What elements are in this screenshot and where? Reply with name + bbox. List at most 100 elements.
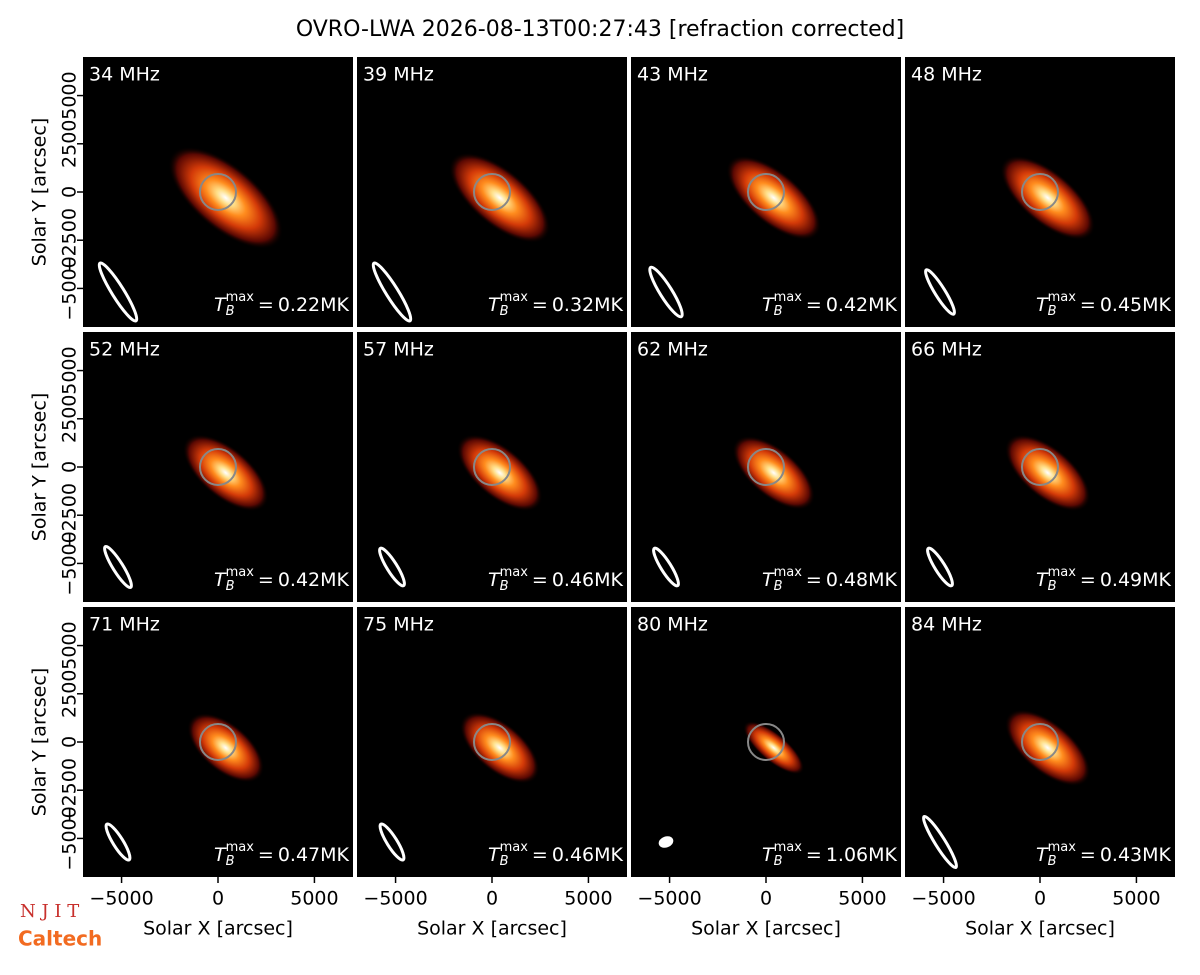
tmax-symbol: T (1036, 844, 1049, 866)
tmax-symbol: T (488, 294, 501, 316)
beam (378, 822, 406, 862)
tmax-label: TBmax = 0.49MK (1036, 565, 1171, 594)
tmax-sub: B (774, 579, 783, 594)
tmax-symbol: T (762, 844, 775, 866)
y-tick-label: 5000 (59, 621, 81, 669)
tmax-sub: B (226, 304, 235, 319)
y-tick-label: 2500 (59, 670, 81, 718)
tmax-value: 0.42MK (826, 294, 898, 316)
y-axis-label: Solar Y [arcsec] (29, 118, 51, 266)
freq-label: 71 MHz (89, 614, 160, 636)
solar-disk (473, 448, 511, 486)
solar-disk (1021, 448, 1059, 486)
tmax-sub: B (226, 579, 235, 594)
beam (371, 261, 413, 323)
freq-label: 57 MHz (363, 339, 434, 361)
solar-disk (199, 723, 237, 761)
x-tick-label: −5000 (911, 888, 975, 910)
tmax-symbol: T (488, 569, 501, 591)
tmax-eq: = (258, 569, 274, 591)
tmax-value: 0.42MK (278, 569, 350, 591)
x-tick-label: −5000 (363, 888, 427, 910)
freq-label: 75 MHz (363, 614, 434, 636)
beam (378, 546, 406, 588)
tmax-sub: B (774, 854, 783, 869)
tmax-symbol: T (762, 294, 775, 316)
y-tick-label: −2500 (59, 483, 81, 547)
tmax-value: 0.45MK (1100, 294, 1172, 316)
x-axis-label: Solar X [arcsec] (143, 918, 293, 940)
solar-disk (747, 723, 785, 761)
logo-caltech: Caltech (18, 927, 102, 951)
solar-disk (473, 723, 511, 761)
tmax-eq: = (1080, 569, 1096, 591)
tmax-label: TBmax = 0.42MK (762, 290, 897, 319)
solar-disk (199, 448, 237, 486)
x-tick-label: −5000 (637, 888, 701, 910)
beam (103, 544, 133, 590)
freq-label: 84 MHz (911, 614, 982, 636)
x-tick-label: 5000 (1112, 888, 1160, 910)
tmax-value: 0.46MK (552, 569, 624, 591)
tmax-label: TBmax = 0.46MK (488, 840, 623, 869)
tmax-sup: max (226, 565, 255, 580)
y-tick-label: 0 (59, 461, 81, 473)
tmax-label: TBmax = 0.42MK (214, 565, 349, 594)
x-axis-label: Solar X [arcsec] (417, 918, 567, 940)
x-tick-label: 0 (486, 888, 498, 910)
y-axis-label: Solar Y [arcsec] (29, 393, 51, 541)
emission (456, 434, 543, 512)
y-tick-label: −5000 (59, 256, 81, 320)
emission (448, 152, 551, 244)
tmax-symbol: T (214, 569, 227, 591)
tmax-label: TBmax = 0.48MK (762, 565, 897, 594)
y-tick-label: 5000 (59, 71, 81, 119)
freq-label: 62 MHz (637, 339, 708, 361)
tmax-sub: B (500, 579, 509, 594)
x-tick-label: 5000 (564, 888, 612, 910)
tmax-value: 0.49MK (1100, 569, 1172, 591)
tmax-label: TBmax = 0.47MK (214, 840, 349, 869)
tmax-value: 0.46MK (552, 844, 624, 866)
tmax-sup: max (226, 290, 255, 305)
solar-disk (1021, 723, 1059, 761)
y-axis-label: Solar Y [arcsec] (29, 668, 51, 816)
tmax-eq: = (258, 294, 274, 316)
beam (924, 268, 956, 316)
y-tick-label: −5000 (59, 806, 81, 870)
beam (658, 836, 674, 848)
y-tick-label: 0 (59, 186, 81, 198)
x-tick-label: −5000 (89, 888, 153, 910)
solar-disk (747, 173, 785, 211)
y-tick-label: 5000 (59, 346, 81, 394)
tmax-sub: B (1048, 304, 1057, 319)
x-axis-label: Solar X [arcsec] (965, 918, 1115, 940)
solar-disk (747, 448, 785, 486)
beam (926, 546, 954, 588)
tmax-eq: = (806, 569, 822, 591)
tmax-eq: = (1080, 294, 1096, 316)
emission (168, 146, 284, 250)
tmax-sub: B (226, 854, 235, 869)
x-axis-label: Solar X [arcsec] (691, 918, 841, 940)
x-tick-label: 5000 (838, 888, 886, 910)
emission (1004, 434, 1091, 512)
solar-disk (473, 173, 511, 211)
tmax-eq: = (806, 294, 822, 316)
tmax-sub: B (500, 304, 509, 319)
solar-disk (199, 173, 237, 211)
tmax-sup: max (1048, 840, 1077, 855)
tmax-symbol: T (1036, 569, 1049, 591)
tmax-value: 0.48MK (826, 569, 898, 591)
tmax-eq: = (532, 844, 548, 866)
tmax-sup: max (226, 840, 255, 855)
tmax-sup: max (1048, 565, 1077, 580)
freq-label: 43 MHz (637, 64, 708, 86)
logo-njit: N J I T (20, 901, 79, 922)
y-tick-label: −2500 (59, 758, 81, 822)
y-tick-label: −2500 (59, 208, 81, 272)
freq-label: 34 MHz (89, 64, 160, 86)
tmax-eq: = (1080, 844, 1096, 866)
tmax-sub: B (1048, 579, 1057, 594)
freq-label: 66 MHz (911, 339, 982, 361)
